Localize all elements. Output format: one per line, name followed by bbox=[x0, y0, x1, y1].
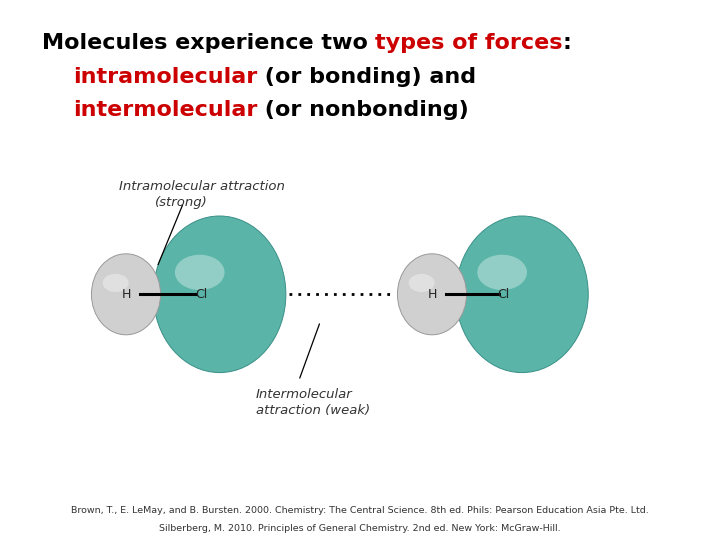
Text: Brown, T., E. LeMay, and B. Bursten. 2000. Chemistry: The Central Science. 8th e: Brown, T., E. LeMay, and B. Bursten. 200… bbox=[71, 506, 649, 515]
Text: H: H bbox=[427, 288, 437, 301]
Ellipse shape bbox=[409, 274, 435, 292]
Text: H: H bbox=[121, 288, 131, 301]
Ellipse shape bbox=[175, 255, 225, 290]
Ellipse shape bbox=[103, 274, 129, 292]
Ellipse shape bbox=[91, 254, 161, 335]
Ellipse shape bbox=[477, 255, 527, 290]
Text: Silberberg, M. 2010. Principles of General Chemistry. 2nd ed. New York: McGraw-H: Silberberg, M. 2010. Principles of Gener… bbox=[159, 524, 561, 532]
Text: intramolecular: intramolecular bbox=[73, 66, 257, 87]
Ellipse shape bbox=[456, 216, 588, 373]
Text: Molecules experience two: Molecules experience two bbox=[42, 33, 375, 53]
Text: Cl: Cl bbox=[195, 288, 207, 301]
Ellipse shape bbox=[397, 254, 467, 335]
Text: :: : bbox=[563, 33, 572, 53]
Text: (or nonbonding): (or nonbonding) bbox=[257, 100, 469, 120]
Ellipse shape bbox=[153, 216, 286, 373]
Text: Cl: Cl bbox=[498, 288, 510, 301]
Text: Intramolecular attraction: Intramolecular attraction bbox=[119, 180, 284, 193]
Text: intermolecular: intermolecular bbox=[73, 100, 257, 120]
Text: (or bonding) and: (or bonding) and bbox=[257, 66, 476, 87]
Text: attraction (weak): attraction (weak) bbox=[256, 404, 370, 417]
Text: types of forces: types of forces bbox=[375, 33, 563, 53]
Text: (strong): (strong) bbox=[155, 196, 207, 209]
Text: Intermolecular: Intermolecular bbox=[256, 388, 352, 401]
